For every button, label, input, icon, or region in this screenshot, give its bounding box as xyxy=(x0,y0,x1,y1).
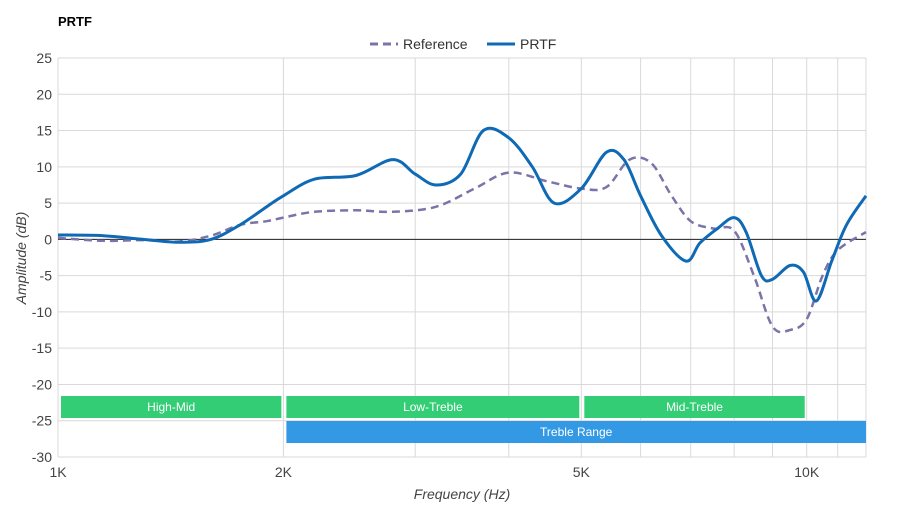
band-low-treble xyxy=(286,396,580,418)
x-tick-label: 5K xyxy=(573,464,591,480)
band-label: High-Mid xyxy=(147,400,195,414)
x-axis-label: Frequency (Hz) xyxy=(414,486,510,502)
y-tick-label: -10 xyxy=(32,304,52,320)
y-tick-label: 15 xyxy=(36,123,52,139)
band-mid-treble xyxy=(584,396,805,418)
series-line-prtf xyxy=(57,126,868,303)
y-tick-label: 20 xyxy=(36,86,52,102)
x-tick-label: 1K xyxy=(49,464,67,480)
legend-label-reference: Reference xyxy=(403,36,468,52)
legend: Reference PRTF xyxy=(370,36,556,52)
chart-title: PRTF xyxy=(58,14,92,29)
series-lines xyxy=(57,126,868,334)
band-treble-range xyxy=(286,421,867,443)
y-tick-label: -30 xyxy=(32,449,52,465)
series-line-reference xyxy=(57,156,867,334)
legend-label-prtf: PRTF xyxy=(520,36,556,52)
y-tick-label: 10 xyxy=(36,159,52,175)
band-high-mid xyxy=(61,396,282,418)
y-tick-label: -5 xyxy=(40,268,53,284)
y-tick-labels: 25 20 15 10 5 0 -5 -10 -15 -20 -25 -30 xyxy=(32,50,52,465)
x-tick-label: 10K xyxy=(794,464,820,480)
y-tick-label: 0 xyxy=(44,231,52,247)
x-tick-labels: 1K 2K 5K 10K xyxy=(49,464,819,480)
band-label: Low-Treble xyxy=(403,400,463,414)
y-tick-label: 5 xyxy=(44,195,52,211)
band-label: Mid-Treble xyxy=(666,400,723,414)
y-axis-label: Amplitude (dB) xyxy=(13,212,29,306)
y-tick-label: -25 xyxy=(32,413,52,429)
y-tick-label: -20 xyxy=(32,376,52,392)
y-tick-label: 25 xyxy=(36,50,52,66)
y-tick-label: -15 xyxy=(32,340,52,356)
x-tick-label: 2K xyxy=(275,464,293,480)
band-label: Treble Range xyxy=(540,425,613,439)
frequency-bands: High-Mid Low-Treble Mid-Treble Treble Range xyxy=(61,396,867,443)
